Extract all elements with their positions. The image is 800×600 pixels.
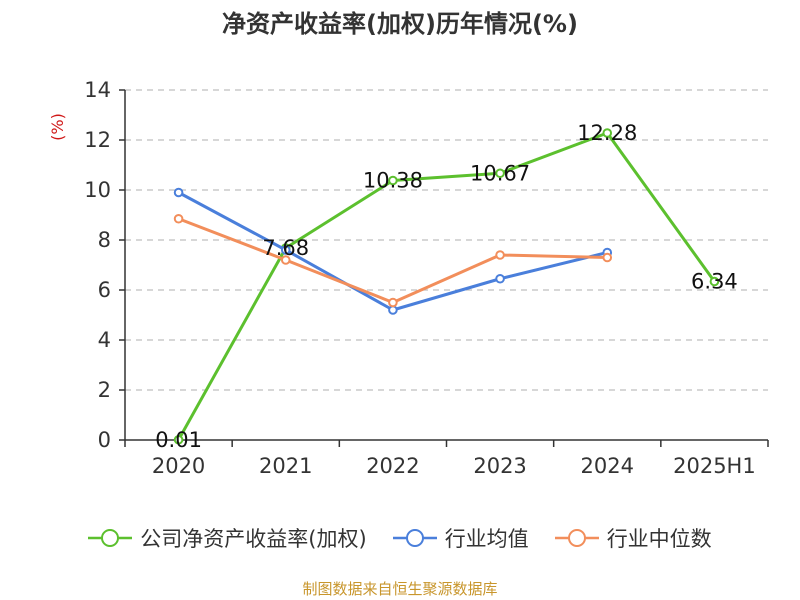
grid-lines <box>125 89 768 391</box>
series-1-point-0 <box>173 187 184 198</box>
series-2-point-1 <box>280 255 291 265</box>
legend-label-2: 行业中位数 <box>606 527 712 551</box>
series-0-point-3 <box>495 168 505 179</box>
legend: 公司净资产收益率(加权) 行业均值 行业中位数 <box>0 518 800 558</box>
data-label-4: 12.28 <box>577 121 637 145</box>
y-tick-label-6: 12 <box>84 128 111 152</box>
series-0-point-5 <box>709 276 720 287</box>
series-line-1 <box>177 191 608 312</box>
legend-swatch-2 <box>554 529 599 547</box>
x-tick-label-1: 2021 <box>259 454 312 478</box>
series-1-point-2 <box>388 305 398 315</box>
data-label-1: 7.68 <box>262 236 309 260</box>
y-tick-label-4: 8 <box>98 228 111 252</box>
legend-label-1: 行业均值 <box>444 527 529 551</box>
legend-swatch-1 <box>392 529 437 547</box>
legend-swatch-0 <box>88 529 133 547</box>
chart-title: 净资产收益率(加权)历年情况(%) <box>222 10 578 38</box>
y-tick-label-0: 0 <box>98 428 111 452</box>
data-labels: 0.01 7.68 10.38 10.67 12.28 6.34 <box>155 121 738 452</box>
y-tick-label-3: 6 <box>98 278 111 302</box>
data-label-0: 0.01 <box>155 428 202 452</box>
series-2-point-3 <box>495 250 505 260</box>
series-line-0 <box>177 131 716 441</box>
data-label-3: 10.67 <box>470 161 530 185</box>
data-label-5: 6.34 <box>691 270 738 294</box>
series-2-point-2 <box>388 297 398 308</box>
series-2-point-0 <box>173 213 184 224</box>
legend-item-2[interactable]: 行业中位数 <box>554 523 712 553</box>
series-2-point-4 <box>602 252 613 263</box>
legend-item-1[interactable]: 行业均值 <box>392 523 529 553</box>
x-tick-label-5: 2025H1 <box>673 454 756 478</box>
x-tick-label-3: 2023 <box>473 454 526 478</box>
y-tick-label-7: 14 <box>84 78 111 102</box>
series-lines <box>173 128 720 445</box>
legend-item-0[interactable]: 公司净资产收益率(加权) <box>88 523 367 553</box>
y-tick-label-5: 10 <box>84 178 111 202</box>
series-0-point-4 <box>602 128 613 138</box>
x-tick-label-4: 2024 <box>581 454 634 478</box>
y-tick-label-2: 4 <box>98 328 111 352</box>
y-axis-label: (%) <box>48 113 67 141</box>
source-note: 制图数据来自恒生聚源数据库 <box>302 580 498 598</box>
series-0-point-0 <box>173 434 184 445</box>
series-1-point-3 <box>495 273 505 284</box>
axes: 0 2 4 6 8 10 12 14 2020 2021 2022 2023 2024 2025H1 <box>84 78 769 478</box>
y-tick-label-1: 2 <box>98 378 111 402</box>
data-label-2: 10.38 <box>363 169 423 193</box>
legend-label-0: 公司净资产收益率(加权) <box>140 527 367 551</box>
series-0-point-2 <box>388 175 398 186</box>
series-1-point-1 <box>280 245 291 255</box>
x-tick-label-0: 2020 <box>152 454 205 478</box>
x-tick-label-2: 2022 <box>366 454 419 478</box>
